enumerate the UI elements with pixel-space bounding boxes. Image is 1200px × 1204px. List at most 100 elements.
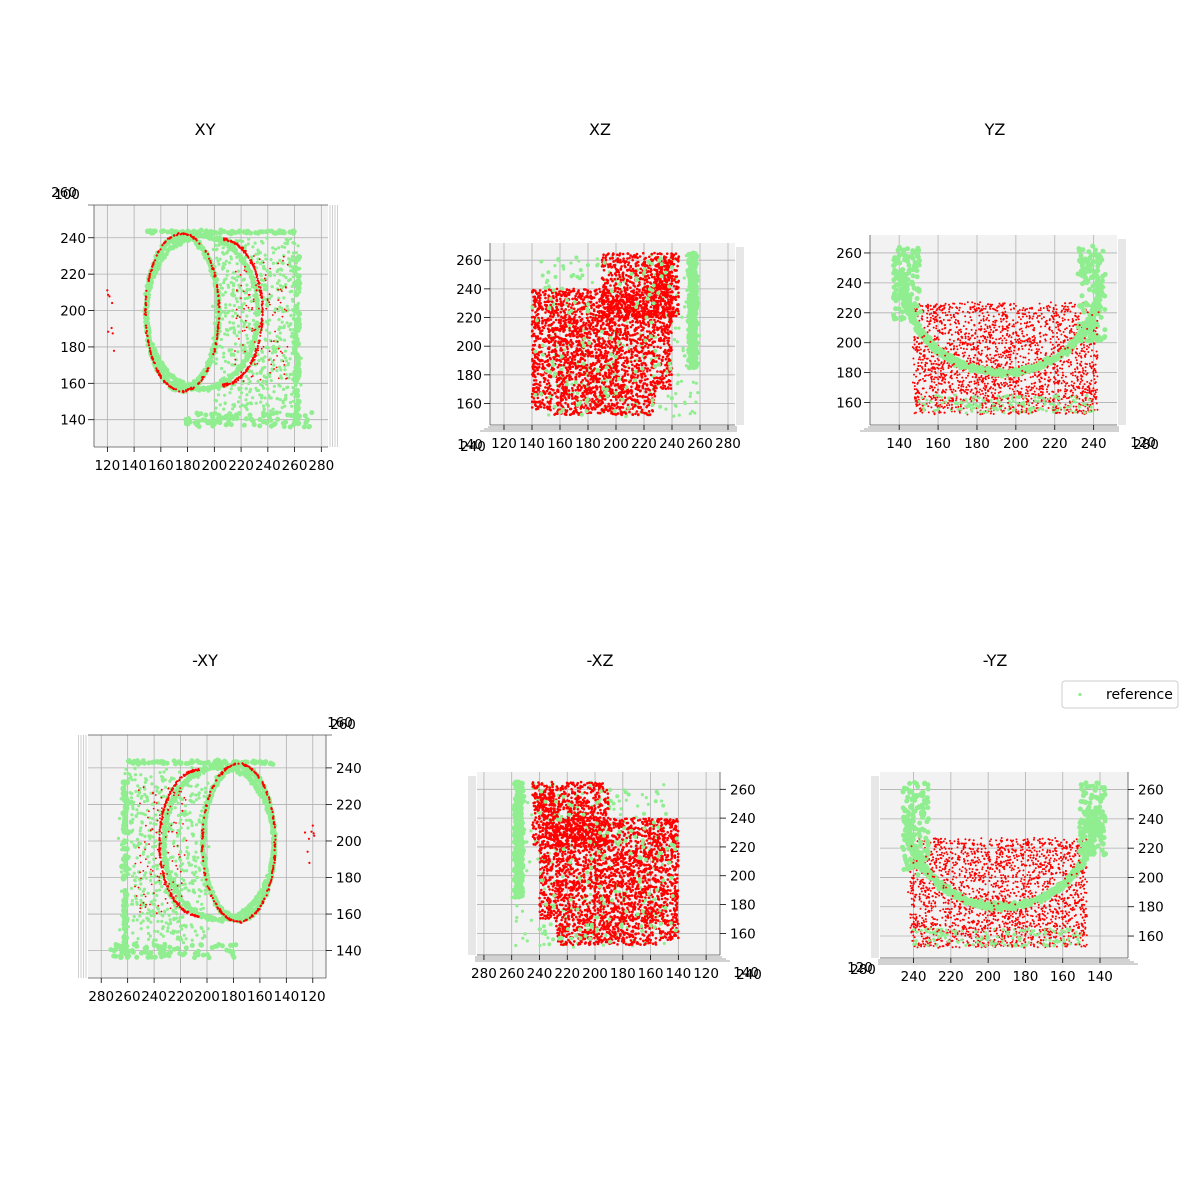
point-reference	[230, 257, 233, 260]
point-pred	[568, 393, 571, 396]
point-reference	[289, 237, 292, 240]
point-reference	[689, 395, 692, 398]
point-pred	[158, 250, 160, 252]
point-pred	[152, 263, 154, 265]
point-reference	[221, 346, 224, 349]
point-reference	[231, 407, 234, 410]
point-pred	[619, 347, 622, 350]
point-reference	[185, 237, 189, 241]
point-reference	[243, 278, 246, 281]
point-pred	[276, 355, 278, 357]
point-reference	[295, 324, 301, 330]
point-reference	[283, 324, 286, 327]
point-pred	[656, 346, 659, 349]
point-reference	[292, 400, 295, 403]
point-reference	[242, 230, 247, 235]
point-pred	[592, 317, 595, 320]
point-pred	[630, 326, 633, 329]
point-pred	[598, 288, 601, 291]
point-pred	[559, 359, 562, 362]
point-reference	[251, 285, 254, 288]
tick-label-v: 140	[60, 413, 86, 429]
point-pred	[623, 324, 626, 327]
point-reference	[244, 416, 249, 421]
point-pred	[645, 323, 648, 326]
point-reference	[248, 309, 251, 312]
point-pred	[164, 241, 166, 243]
point-reference	[231, 403, 234, 406]
point-pred	[256, 290, 258, 292]
point-reference	[264, 229, 269, 234]
point-pred	[189, 388, 191, 390]
point-reference	[235, 256, 238, 259]
point-reference	[295, 256, 301, 262]
point-reference	[267, 346, 270, 349]
point-reference	[678, 414, 681, 417]
point-pred	[582, 399, 585, 402]
point-pred	[283, 364, 285, 366]
point-pred	[549, 384, 552, 387]
point-reference	[687, 333, 692, 338]
point-pred	[240, 297, 242, 299]
point-pred	[665, 388, 668, 391]
point-pred	[595, 356, 598, 359]
point-pred	[267, 300, 269, 302]
point-pred	[539, 360, 542, 363]
point-pred	[234, 363, 236, 365]
point-reference	[292, 389, 298, 395]
point-pred	[269, 293, 271, 295]
point-reference	[295, 282, 301, 288]
point-pred	[216, 334, 218, 336]
point-reference	[231, 309, 234, 312]
point-reference	[277, 318, 280, 321]
point-pred	[175, 388, 177, 390]
point-reference	[264, 346, 267, 349]
point-reference	[217, 263, 220, 266]
point-pred	[244, 330, 246, 332]
point-reference	[568, 324, 571, 327]
point-reference	[165, 230, 170, 235]
point-reference	[246, 402, 249, 405]
point-reference	[228, 310, 231, 313]
point-pred	[587, 380, 590, 383]
point-pred	[274, 312, 276, 314]
point-reference	[264, 412, 269, 417]
point-reference	[219, 283, 222, 286]
point-reference	[694, 301, 699, 306]
point-reference	[250, 417, 255, 422]
point-reference	[186, 421, 191, 426]
point-reference	[242, 259, 245, 262]
point-pred	[282, 260, 284, 262]
point-reference	[689, 412, 692, 415]
point-pred	[156, 370, 158, 372]
point-pred	[168, 238, 170, 240]
point-pred	[670, 295, 673, 298]
point-reference	[225, 252, 228, 255]
point-reference	[664, 408, 667, 411]
point-pred	[262, 314, 264, 316]
point-reference	[289, 290, 292, 293]
point-reference	[240, 391, 243, 394]
point-pred	[145, 298, 147, 300]
point-reference	[230, 327, 233, 330]
point-pred	[254, 363, 256, 365]
point-pred	[154, 259, 156, 261]
point-pred	[537, 335, 540, 338]
point-pred	[287, 346, 289, 348]
point-pred	[569, 408, 572, 411]
tick-label-h: 160	[547, 436, 573, 452]
point-pred	[194, 238, 196, 240]
point-pred	[615, 335, 618, 338]
point-reference	[264, 283, 267, 286]
point-reference	[266, 305, 269, 308]
point-pred	[255, 348, 257, 350]
point-reference	[211, 305, 214, 308]
point-pred	[269, 304, 271, 306]
point-pred	[147, 278, 149, 280]
point-reference	[687, 318, 690, 321]
point-reference	[677, 327, 680, 330]
point-pred	[187, 389, 189, 391]
point-pred	[233, 382, 235, 384]
point-reference	[157, 361, 161, 365]
